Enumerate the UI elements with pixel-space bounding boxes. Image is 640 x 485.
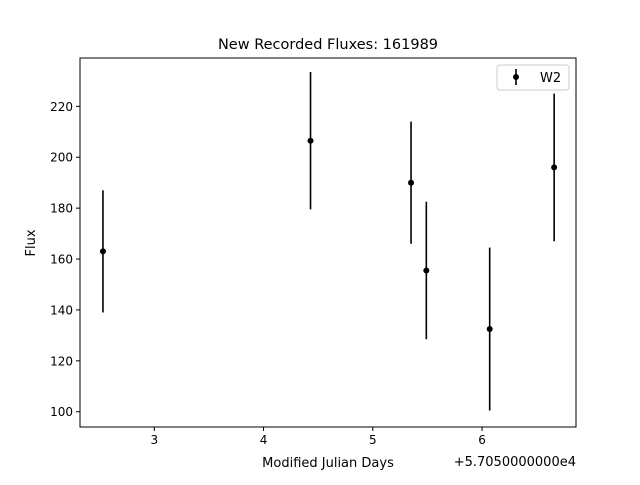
x-axis-ticks: 3 4 5 6 <box>150 427 486 447</box>
data-marks <box>99 71 558 411</box>
data-point <box>486 326 493 333</box>
y-axis-ticks: 100 120 140 160 180 200 220 <box>50 100 80 419</box>
data-point <box>551 164 558 171</box>
plot-frame <box>79 57 577 428</box>
y-tick-label: 120 <box>50 354 73 368</box>
y-tick-label: 220 <box>50 100 73 114</box>
y-axis-label: Flux <box>24 229 39 256</box>
legend-marker-icon <box>513 74 519 80</box>
x-axis-offset-label: +5.7050000000e4 <box>454 455 576 470</box>
x-tick-label: 6 <box>478 433 486 447</box>
legend: W2 <box>496 64 570 91</box>
data-point <box>307 137 314 144</box>
data-point <box>99 248 106 255</box>
legend-entry-w2: W2 <box>540 71 561 86</box>
x-tick-label: 5 <box>369 433 377 447</box>
legend-box <box>496 64 570 91</box>
y-tick-label: 200 <box>50 151 73 165</box>
y-tick-label: 180 <box>50 202 73 216</box>
y-tick-label: 160 <box>50 253 73 267</box>
x-tick-label: 3 <box>150 433 158 447</box>
y-tick-label: 100 <box>50 405 73 419</box>
data-point <box>423 267 430 274</box>
y-tick-label: 140 <box>50 303 73 317</box>
x-tick-label: 4 <box>260 433 268 447</box>
chart-title: New Recorded Fluxes: 161989 <box>218 37 438 53</box>
data-point <box>408 179 415 186</box>
x-axis-label: Modified Julian Days <box>262 456 394 471</box>
